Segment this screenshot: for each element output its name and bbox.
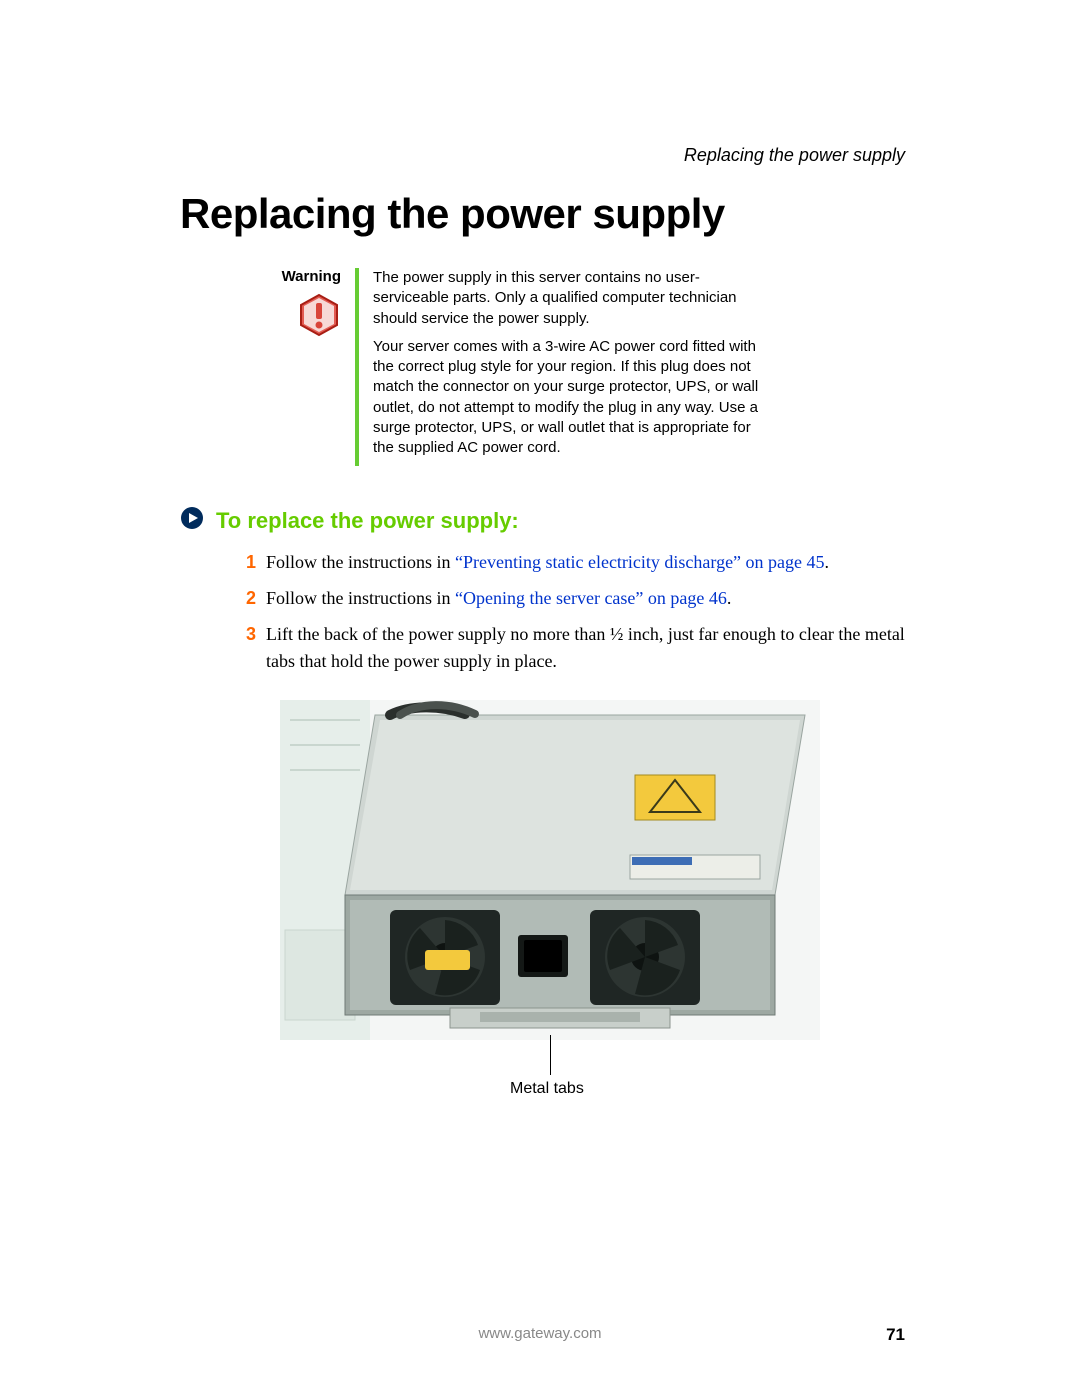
page-title: Replacing the power supply	[180, 190, 910, 238]
warning-paragraph-1: The power supply in this server contains…	[373, 268, 773, 329]
section-heading-row: To replace the power supply:	[180, 506, 910, 535]
running-header: Replacing the power supply	[684, 145, 905, 166]
warning-label-column: Warning	[260, 268, 355, 466]
figure-power-supply: Metal tabs	[280, 700, 820, 1040]
link-preventing-static[interactable]: “Preventing static electricity discharge…	[455, 552, 825, 572]
warning-vertical-bar	[355, 268, 359, 466]
step-body: Follow the instructions in “Opening the …	[266, 585, 731, 611]
figure-callout-metal-tabs: Metal tabs	[510, 1080, 584, 1098]
section-heading: To replace the power supply:	[216, 508, 519, 534]
step-number: 2	[230, 585, 256, 611]
callout-line	[550, 1035, 551, 1075]
page-container: Replacing the power supply Replacing the…	[0, 0, 1080, 1397]
step-2-text-post: .	[727, 588, 732, 608]
warning-text: The power supply in this server contains…	[373, 268, 773, 466]
power-supply-illustration	[280, 700, 820, 1040]
page-number: 71	[886, 1325, 905, 1345]
step-3: 3 Lift the back of the power supply no m…	[230, 621, 910, 673]
step-2: 2 Follow the instructions in “Opening th…	[230, 585, 910, 611]
play-icon	[180, 506, 204, 535]
warning-block: Warning The power supply in this server …	[260, 268, 910, 466]
step-list: 1 Follow the instructions in “Preventing…	[230, 549, 910, 673]
step-1: 1 Follow the instructions in “Preventing…	[230, 549, 910, 575]
warning-icon	[297, 293, 341, 342]
footer-url: www.gateway.com	[0, 1325, 1080, 1342]
step-body: Follow the instructions in “Preventing s…	[266, 549, 829, 575]
step-number: 3	[230, 621, 256, 673]
link-opening-server-case[interactable]: “Opening the server case” on page 46	[455, 588, 727, 608]
warning-paragraph-2: Your server comes with a 3-wire AC power…	[373, 337, 773, 459]
step-number: 1	[230, 549, 256, 575]
warning-label: Warning	[260, 268, 341, 285]
step-body: Lift the back of the power supply no mor…	[266, 621, 910, 673]
step-1-text-pre: Follow the instructions in	[266, 552, 455, 572]
step-2-text-pre: Follow the instructions in	[266, 588, 455, 608]
step-1-text-post: .	[825, 552, 830, 572]
